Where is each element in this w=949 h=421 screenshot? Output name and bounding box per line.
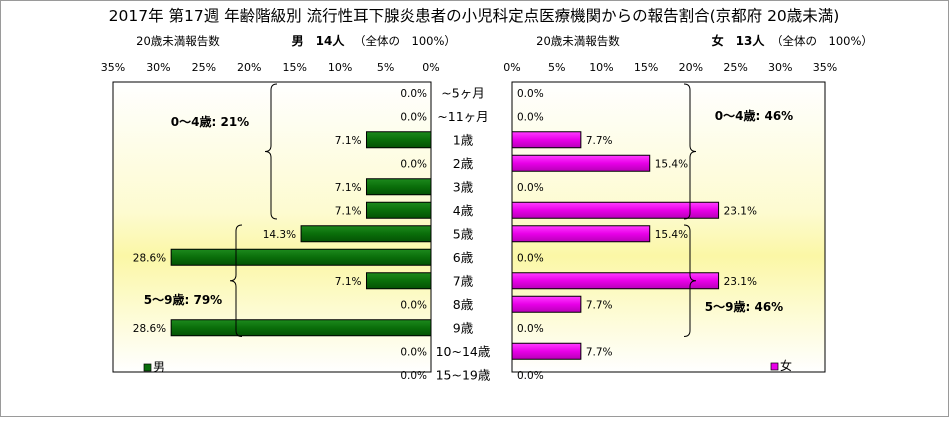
value-label-female: 0.0% <box>517 323 544 335</box>
left-caption: 20歳未満報告数 <box>136 34 220 48</box>
bracket-male <box>264 83 278 220</box>
right-bars <box>511 131 720 360</box>
value-label-female: 0.0% <box>517 370 544 382</box>
bar-female <box>511 225 651 243</box>
bracket-female <box>683 224 697 337</box>
left-tick-label: 5% <box>377 61 394 74</box>
right-tick-label: 25% <box>723 61 747 74</box>
category-label: 5歳 <box>453 226 474 241</box>
category-label: 8歳 <box>453 297 474 312</box>
category-label: 4歳 <box>453 203 474 218</box>
left-tick-label: 30% <box>146 61 170 74</box>
bar-female <box>511 201 720 219</box>
value-label-male: 7.1% <box>335 205 362 217</box>
bar-female <box>511 154 651 172</box>
value-label-female: 0.0% <box>517 252 544 264</box>
bar-male <box>365 201 432 219</box>
value-label-female: 7.7% <box>586 299 613 311</box>
legends: 男女 <box>143 358 792 374</box>
right-tick-label: 10% <box>589 61 613 74</box>
category-label: 6歳 <box>453 250 474 265</box>
value-label-female: 15.4% <box>655 229 688 241</box>
value-label-male: 7.1% <box>335 276 362 288</box>
bar-female <box>511 295 582 313</box>
left-tick-label: 25% <box>192 61 216 74</box>
left-tick-label: 15% <box>282 61 306 74</box>
value-label-male: 28.6% <box>133 252 166 264</box>
bar-female <box>511 131 582 149</box>
value-label-male: 0.0% <box>400 158 427 170</box>
value-label-male: 0.0% <box>400 370 427 382</box>
bracket-label-male: 5～9歳: 79% <box>144 292 222 307</box>
bar-male <box>365 178 432 196</box>
right-tick-label: 35% <box>813 61 837 74</box>
bar-male <box>170 319 432 337</box>
category-label: 10~14歳 <box>436 344 491 359</box>
right-tick-label: 15% <box>634 61 658 74</box>
right-tick-label: 30% <box>768 61 792 74</box>
value-label-female: 15.4% <box>655 158 688 170</box>
value-label-female: 7.7% <box>586 346 613 358</box>
bracket-male <box>229 224 243 337</box>
bar-male <box>300 225 432 243</box>
value-label-male: 0.0% <box>400 88 427 100</box>
legend-swatch-female <box>770 362 779 371</box>
value-label-male: 0.0% <box>400 111 427 123</box>
right-header-note: （全体の 100%） <box>771 34 873 48</box>
category-label: 7歳 <box>453 273 474 288</box>
value-label-male: 0.0% <box>400 299 427 311</box>
left-tick-label: 10% <box>328 61 352 74</box>
bracket-label-female: 0～4歳: 46% <box>715 108 793 123</box>
category-label: 3歳 <box>453 179 474 194</box>
left-tick-label: 20% <box>237 61 261 74</box>
right-tick-label: 5% <box>548 61 565 74</box>
category-label: 1歳 <box>453 132 474 147</box>
bar-male <box>365 272 432 290</box>
value-label-female: 23.1% <box>724 276 757 288</box>
value-label-female: 7.7% <box>586 135 613 147</box>
category-labels: ~5ヶ月 ~11ヶ月 1歳 2歳 3歳 4歳 5歳 6歳 7歳 8歳 9歳 10~14歳 15~19歳 <box>436 85 491 382</box>
value-label-female: 23.1% <box>724 205 757 217</box>
category-label: ~11ヶ月 <box>437 109 488 124</box>
bracket-label-male: 0～4歳: 21% <box>171 114 249 129</box>
category-label: 2歳 <box>453 156 474 171</box>
right-tick-label: 20% <box>679 61 703 74</box>
left-header-note: （全体の 100%） <box>354 34 456 48</box>
category-label: ~5ヶ月 <box>441 85 484 100</box>
age-group-brackets: 0～4歳: 21% 5～9歳: 79% 0～4歳: 46% 5～9歳: 46% <box>144 83 793 337</box>
value-label-male: 0.0% <box>400 346 427 358</box>
bracket-female <box>683 83 697 220</box>
legend-label-male: 男 <box>153 360 165 374</box>
legend-label-female: 女 <box>780 358 792 373</box>
left-tick-label: 0% <box>422 61 439 74</box>
value-label-female: 0.0% <box>517 111 544 123</box>
left-value-labels: 0.0% 0.0% 7.1% 0.0% 7.1% 7.1% 14.3% 28.6% 7.1% 0.… <box>133 88 427 382</box>
bracket-label-female: 5～9歳: 46% <box>705 299 783 314</box>
right-value-labels: 0.0% 0.0% 7.7% 15.4% 0.0% 23.1% 15.4% 0.0% 23.1%… <box>517 88 757 382</box>
bar-female <box>511 272 720 290</box>
value-label-male: 28.6% <box>133 323 166 335</box>
right-axis-ticks: 0% 5% 10% 15% 20% 25% 30% 35% <box>503 61 837 74</box>
value-label-female: 0.0% <box>517 88 544 100</box>
category-label: 15~19歳 <box>436 367 491 382</box>
value-label-male: 7.1% <box>335 182 362 194</box>
value-label-male: 14.3% <box>263 229 296 241</box>
chart-title: 2017年 第17週 年齢階級別 流行性耳下腺炎患者の小児科定点医療機関からの報… <box>109 7 840 25</box>
bar-female <box>511 342 582 360</box>
left-header: 男 14人 <box>292 33 346 48</box>
bar-male <box>170 248 432 266</box>
right-header: 女 13人 <box>712 33 766 48</box>
bar-male <box>365 131 432 149</box>
left-tick-label: 35% <box>101 61 125 74</box>
value-label-male: 7.1% <box>335 135 362 147</box>
right-caption: 20歳未満報告数 <box>536 34 620 48</box>
legend-swatch-male <box>143 363 152 372</box>
value-label-female: 0.0% <box>517 182 544 194</box>
category-label: 9歳 <box>453 320 474 335</box>
left-axis-ticks: 0% 5% 10% 15% 20% 25% 30% 35% <box>101 61 440 74</box>
right-tick-label: 0% <box>503 61 520 74</box>
